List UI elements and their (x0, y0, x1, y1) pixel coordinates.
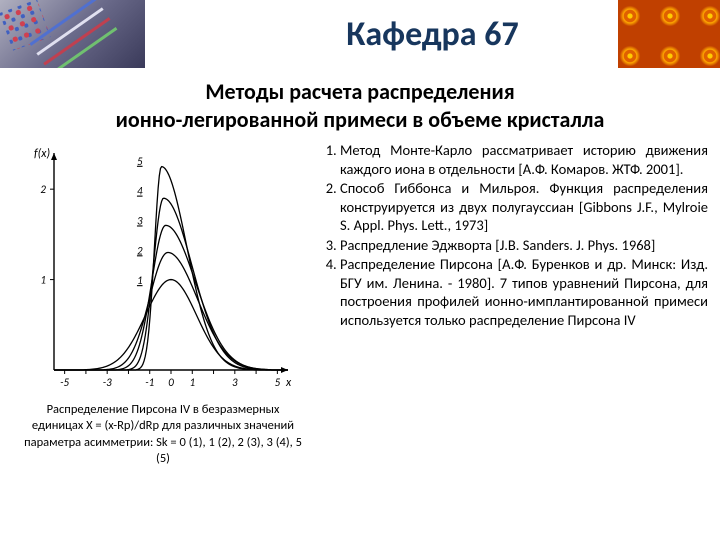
svg-text:x: x (285, 376, 292, 390)
svg-text:f(x): f(x) (34, 147, 50, 161)
svg-text:0: 0 (168, 376, 174, 389)
slide-subtitle: Методы расчета распределения ионно-легир… (0, 78, 720, 133)
header-decoration-left (0, 0, 145, 68)
list-item: Распредление Эджворта [J.B. Sanders. J. … (340, 236, 708, 255)
list-item: Распределение Пирсона [А.Ф. Буренков и д… (340, 255, 708, 329)
chart-caption: Распределение Пирсона IV в безразмерных … (18, 402, 308, 467)
svg-text:5: 5 (137, 155, 143, 168)
header-decoration-right (618, 0, 720, 68)
svg-text:2: 2 (137, 244, 143, 257)
svg-text:-1: -1 (145, 376, 154, 389)
svg-text:1: 1 (137, 274, 143, 287)
text-column: Метод Монте-Карло рассматривает историю … (308, 141, 708, 467)
subtitle-line-1: Методы расчета распределения (205, 78, 514, 105)
pearson-chart: -5 -3 -1 0 1 3 5 1 2 f(x) x 1 2 3 4 5 (18, 141, 298, 396)
svg-text:3: 3 (137, 214, 143, 227)
svg-text:2: 2 (40, 183, 46, 196)
svg-text:5: 5 (275, 376, 281, 389)
svg-text:4: 4 (137, 185, 143, 198)
svg-text:1: 1 (40, 274, 46, 287)
content-row: -5 -3 -1 0 1 3 5 1 2 f(x) x 1 2 3 4 5 Распределение Пир… (0, 141, 720, 467)
methods-list: Метод Монте-Карло рассматривает историю … (318, 141, 708, 329)
svg-text:1: 1 (189, 376, 195, 389)
svg-text:3: 3 (232, 376, 238, 389)
list-item: Способ Гиббонса и Мильроя. Функция распр… (340, 179, 708, 235)
slide-header: Кафедра 67 (0, 0, 720, 68)
chart-column: -5 -3 -1 0 1 3 5 1 2 f(x) x 1 2 3 4 5 Распределение Пир… (18, 141, 308, 467)
subtitle-line-2: ионно-легированной примеси в объеме крис… (116, 106, 605, 133)
svg-text:-3: -3 (103, 376, 112, 389)
svg-text:-5: -5 (60, 376, 69, 389)
list-item: Метод Монте-Карло рассматривает историю … (340, 141, 708, 178)
